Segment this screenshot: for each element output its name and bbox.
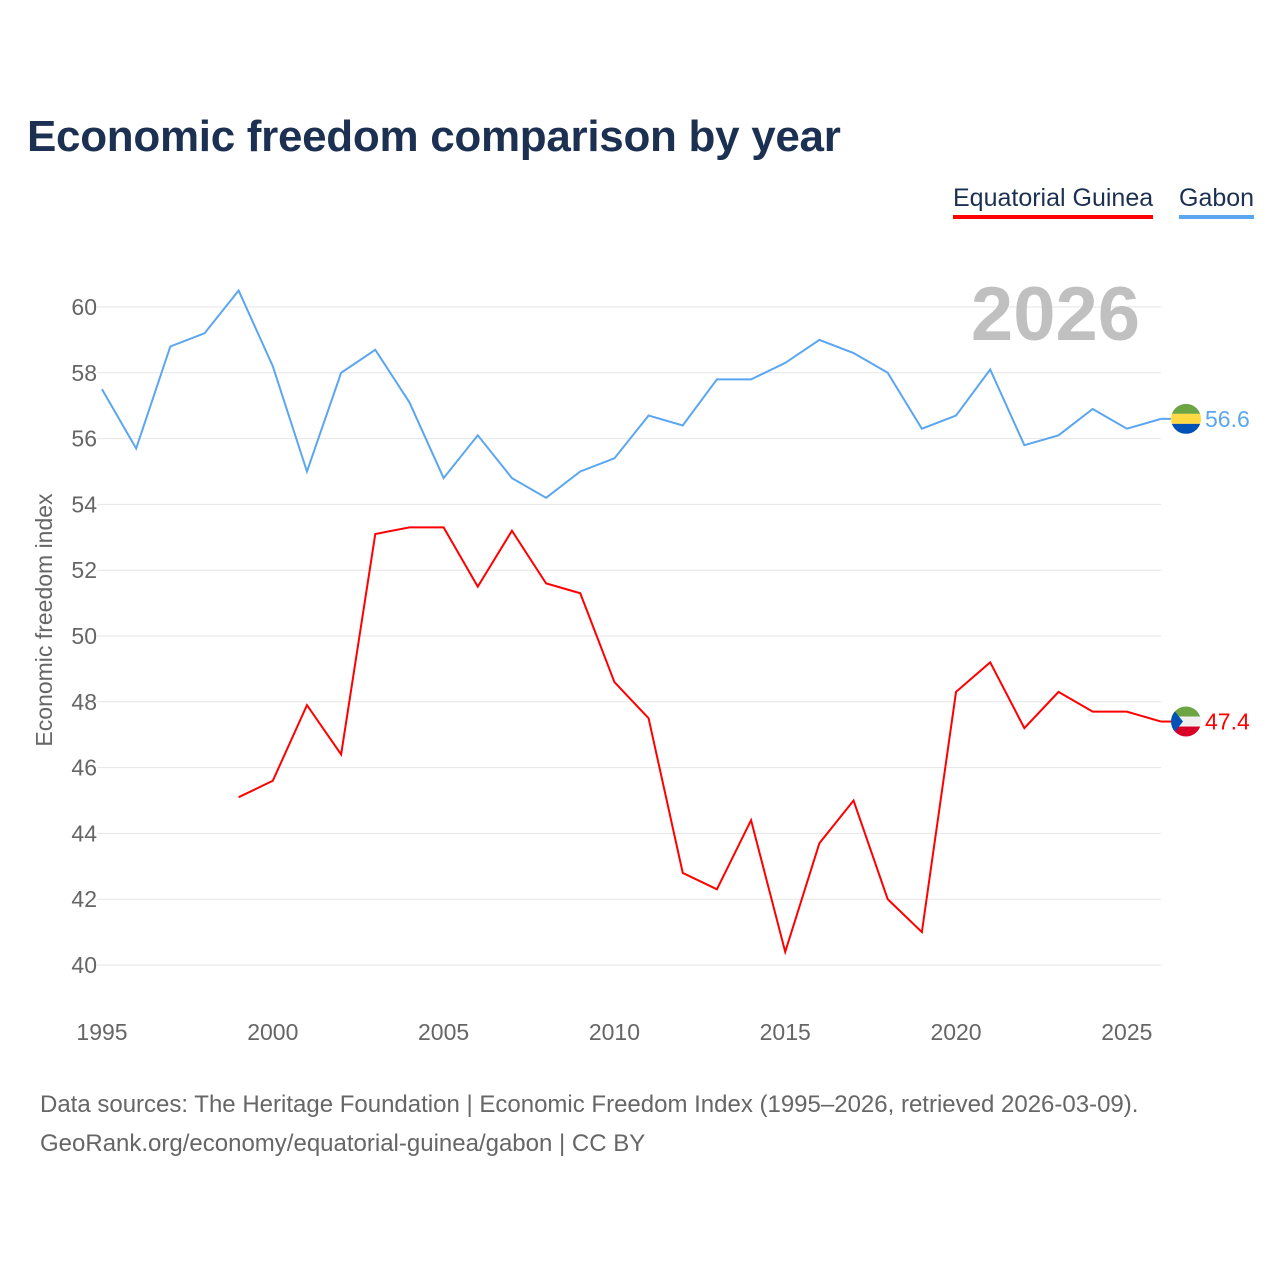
y-tick-label: 52 — [71, 557, 97, 583]
y-tick-label: 60 — [71, 294, 97, 320]
gabon-flag-icon — [1171, 403, 1201, 434]
y-tick-label: 56 — [71, 426, 97, 452]
end-value-label: 56.6 — [1205, 406, 1250, 432]
series-line-equatorial-guinea — [238, 526, 1162, 956]
y-tick-label: 46 — [71, 755, 97, 781]
legend-equatorial-guinea[interactable]: Equatorial Guinea — [953, 184, 1154, 219]
x-tick-label: 2005 — [418, 1019, 469, 1045]
y-tick-label: 58 — [71, 360, 97, 386]
end-value-label: 47.4 — [1205, 709, 1250, 735]
y-tick-label: 40 — [71, 952, 97, 978]
source-url[interactable]: GeoRank.org/economy/equatorial-guinea/ga… — [40, 1130, 646, 1157]
y-axis-label: Economic freedom index — [31, 493, 57, 747]
x-tick-label: 2020 — [930, 1019, 981, 1045]
equatorial-guinea-flag-icon — [1171, 706, 1201, 737]
chart-title: Economic freedom comparison by year — [27, 112, 841, 161]
series-line-gabon — [101, 288, 1162, 500]
x-tick-label: 1995 — [76, 1019, 127, 1045]
y-tick-label: 54 — [71, 491, 97, 517]
year-watermark: 2026 — [971, 272, 1140, 357]
y-tick-label: 50 — [71, 623, 97, 649]
x-tick-label: 2025 — [1101, 1019, 1152, 1045]
footer: Data sources: The Heritage Foundation | … — [40, 1085, 1138, 1163]
x-tick-label: 2000 — [247, 1019, 298, 1045]
y-tick-label: 48 — [71, 689, 97, 715]
legend-gabon[interactable]: Gabon — [1179, 184, 1255, 219]
x-tick-label: 2015 — [760, 1019, 811, 1045]
y-tick-label: 42 — [71, 886, 97, 912]
y-tick-label: 44 — [71, 820, 97, 846]
x-tick-label: 2010 — [589, 1019, 640, 1045]
source-note: Data sources: The Heritage Foundation | … — [40, 1091, 1139, 1118]
